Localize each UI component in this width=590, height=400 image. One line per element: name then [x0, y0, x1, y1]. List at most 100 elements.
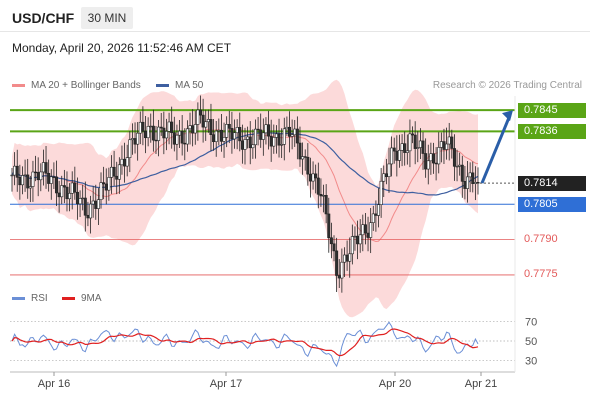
candle-body: [335, 250, 339, 276]
candle-body: [371, 213, 375, 223]
candle-body: [458, 164, 462, 167]
candle-body: [94, 200, 98, 209]
candle-body: [89, 203, 93, 219]
candle-body: [28, 186, 32, 189]
candle-body: [52, 176, 56, 178]
legend-ma20-label: MA 20 + Bollinger Bands: [31, 80, 141, 91]
legend-rsi: RSI: [12, 293, 48, 304]
candle-body: [280, 144, 284, 146]
candle-body: [274, 133, 278, 138]
timestamp: Monday, April 20, 2026 11:52:46 AM CET: [12, 41, 232, 55]
candle-body: [277, 133, 281, 146]
candle-body: [285, 126, 289, 130]
candle-body: [39, 171, 43, 181]
candle-body: [400, 143, 404, 151]
candle-body: [439, 141, 443, 148]
timeframe-button[interactable]: 30 MIN: [81, 7, 133, 29]
candle-body: [327, 213, 331, 239]
header-divider: [0, 31, 590, 32]
candle-body: [164, 131, 168, 139]
projection-arrow-shaft: [480, 114, 512, 184]
candle-body: [36, 172, 40, 181]
candle-body: [246, 136, 250, 140]
candle-body: [154, 139, 158, 142]
candle-body: [240, 140, 244, 150]
candle-body: [314, 173, 318, 179]
candle-body: [44, 162, 48, 174]
candle-body: [324, 195, 328, 215]
candle-body: [49, 176, 53, 184]
candle-body: [204, 121, 208, 128]
rsi-ma-line: [11, 328, 479, 357]
candle-body: [345, 254, 349, 262]
candle-body: [450, 136, 454, 149]
candle-body: [340, 261, 344, 279]
candle-body: [369, 222, 373, 238]
candle-body: [455, 165, 459, 168]
currency-pair-title: USD/CHF: [12, 10, 75, 26]
price-label-pivot: 0.7805: [518, 196, 586, 212]
candle-body: [193, 124, 197, 134]
legend-rsi-ma-label: 9MA: [81, 293, 102, 304]
x-tick-label: Apr 20: [379, 378, 411, 390]
candle-body: [196, 109, 200, 125]
candle-body: [442, 141, 446, 150]
candle-body: [235, 127, 239, 134]
candle-body: [83, 197, 87, 216]
candle-body: [233, 132, 237, 140]
candle-body: [382, 173, 386, 182]
candle-body: [117, 164, 121, 180]
candle-body: [191, 125, 195, 134]
candle-body: [125, 157, 129, 167]
candle-body: [437, 147, 441, 165]
ma20-swatch: [12, 83, 25, 87]
candle-body: [356, 235, 360, 245]
candle-body: [212, 134, 216, 143]
candle-body: [251, 144, 255, 149]
candle-body: [421, 140, 425, 154]
candle-body: [146, 126, 150, 139]
candle-body: [86, 214, 90, 219]
candle-body: [319, 194, 323, 197]
candle-body: [78, 198, 82, 205]
candle-body: [136, 132, 140, 145]
x-tick-label: Apr 17: [210, 378, 242, 390]
candle-body: [162, 127, 166, 139]
candle-body: [206, 119, 210, 123]
candle-body: [13, 165, 17, 176]
candle-body: [308, 173, 312, 182]
candle-body: [222, 137, 226, 142]
candle-body: [353, 235, 357, 238]
candle-body: [434, 162, 438, 165]
candle-body: [112, 166, 116, 177]
candle-body: [91, 200, 95, 205]
candle-body: [55, 176, 59, 194]
candle-body: [188, 125, 192, 130]
rsi-tick-label: 50: [525, 336, 537, 348]
candle-body: [387, 163, 391, 178]
candle-body: [23, 174, 27, 177]
bollinger-band: [12, 79, 478, 318]
price-label-resistance: 0.7845: [518, 102, 586, 118]
candle-body: [303, 156, 307, 158]
candle-body: [272, 137, 276, 147]
rsi-ma-swatch: [62, 296, 75, 300]
x-tick-label: Apr 16: [38, 378, 70, 390]
candle-body: [476, 182, 480, 184]
ma50-swatch: [156, 83, 169, 87]
price-label-support: 0.7775: [524, 268, 558, 281]
candle-body: [411, 133, 415, 136]
candle-body: [358, 234, 362, 245]
candle-body: [144, 130, 148, 139]
candle-body: [329, 237, 333, 245]
candle-body: [157, 126, 161, 141]
candle-body: [452, 148, 456, 167]
candle-body: [170, 121, 174, 134]
candle-body: [159, 126, 163, 129]
candle-body: [138, 121, 142, 134]
candle-body: [130, 138, 134, 141]
candle-body: [293, 128, 297, 136]
candle-body: [238, 127, 242, 142]
candle-body: [290, 134, 294, 137]
candle-body: [348, 253, 352, 262]
